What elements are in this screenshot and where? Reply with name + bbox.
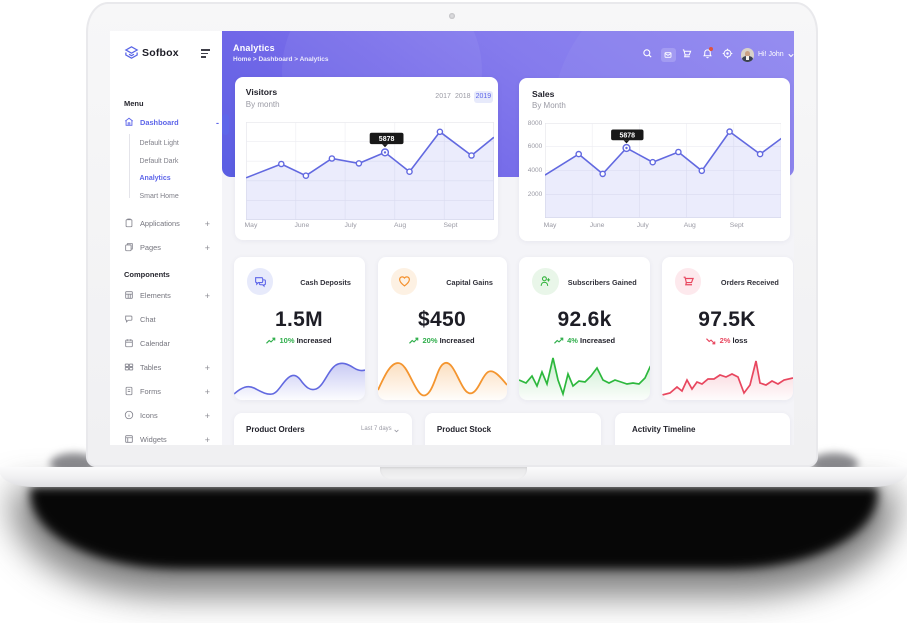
- svg-text:5878: 5878: [379, 135, 395, 142]
- svg-text:5878: 5878: [619, 132, 635, 139]
